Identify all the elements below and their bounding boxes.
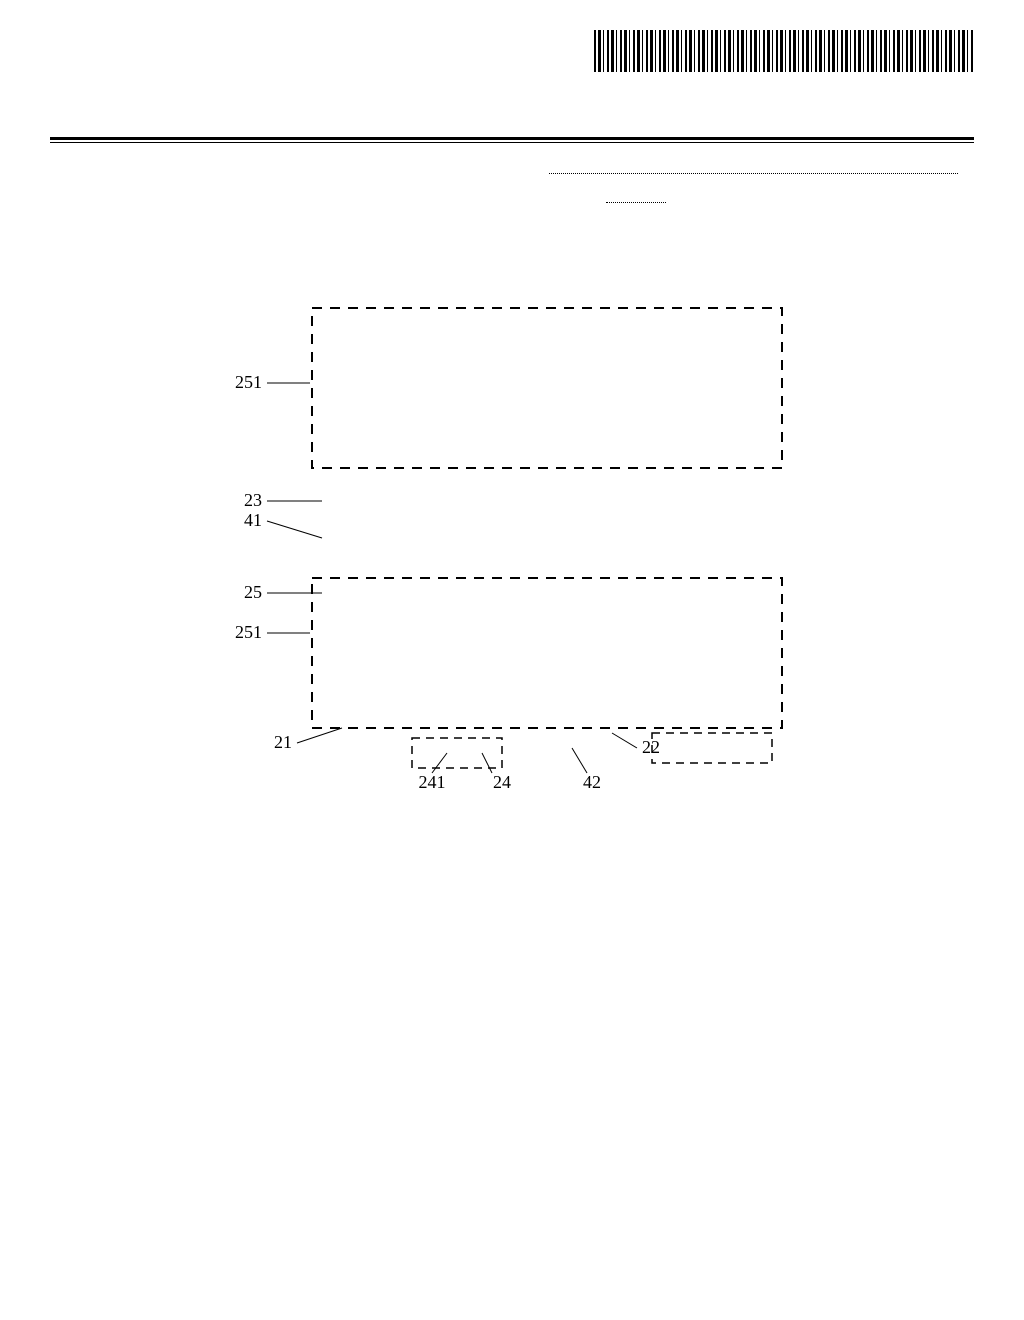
label-251-top: 251 — [235, 372, 262, 392]
label-23: 23 — [244, 490, 262, 510]
left-column — [50, 155, 498, 238]
abstract-head-row — [526, 216, 974, 234]
barcode-icon — [594, 30, 974, 72]
cpc-row — [526, 202, 974, 206]
cpc-lead — [562, 202, 602, 206]
intcl-code-row — [526, 185, 974, 203]
foreign-data-row — [526, 159, 974, 177]
barcode-area — [50, 30, 974, 77]
label-41: 41 — [244, 510, 262, 530]
circuit-diagram-icon: 251 23 41 25 251 21 241 24 42 22 — [192, 278, 832, 798]
publication-header — [50, 85, 974, 131]
label-251-bottom: 251 — [235, 622, 262, 642]
label-42: 42 — [583, 772, 601, 792]
body-columns — [50, 155, 974, 238]
dotted-leader-icon — [606, 202, 666, 203]
label-21: 21 — [274, 732, 292, 752]
label-22: 22 — [642, 737, 660, 757]
right-column — [526, 155, 974, 238]
rule-thin — [50, 142, 974, 143]
label-241: 241 — [419, 772, 446, 792]
dotted-leader-icon — [549, 159, 959, 174]
label-24: 24 — [493, 772, 511, 792]
rule-thick — [50, 137, 974, 140]
patent-figure: 251 23 41 25 251 21 241 24 42 22 — [50, 278, 974, 803]
label-25: 25 — [244, 582, 262, 602]
